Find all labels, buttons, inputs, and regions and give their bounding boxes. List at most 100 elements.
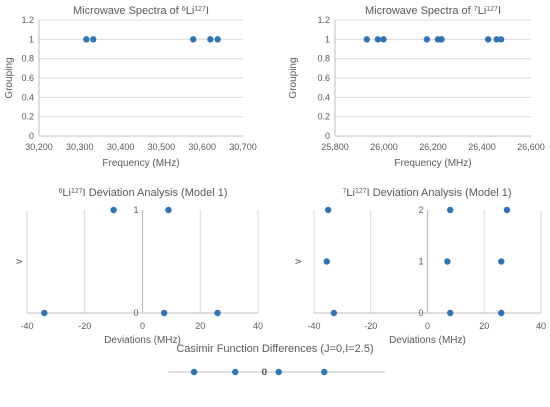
x-tick-label: 20 <box>479 321 489 331</box>
chart-title: Microwave Spectra of 6Li127I <box>73 5 209 17</box>
y-axis-title: v <box>293 259 304 264</box>
x-tick-label: 40 <box>536 321 546 331</box>
x-axis-title: Deviations (MHz) <box>389 335 466 346</box>
y-tick-label: 0 <box>29 131 34 141</box>
data-point <box>165 206 172 214</box>
chart-title: Microwave Spectra of 7Li127I <box>365 5 501 17</box>
data-point <box>423 36 431 43</box>
strip-value-label: 0 <box>262 367 267 377</box>
data-point <box>324 206 332 214</box>
y-tick-label: 1.2 <box>21 15 34 25</box>
x-tick-label: -20 <box>78 321 91 331</box>
y-tick-label: 0.2 <box>317 112 330 122</box>
chart-title-part: I Deviation Analysis (Model 1) <box>367 187 512 199</box>
data-point <box>321 368 328 376</box>
x-tick-label: 30,500 <box>148 142 176 152</box>
chart-title-part: I <box>206 5 209 17</box>
chart-title-part: I Deviation Analysis (Model 1) <box>83 187 228 199</box>
data-point <box>232 368 239 376</box>
y-axis-title: Grouping <box>4 57 15 98</box>
y-tick-label: 0 <box>133 308 138 318</box>
li7-deviation-chart: -40 -20 0 20 40 0 1 2 Deviations (MHz) v 7Li127I D… <box>293 187 546 346</box>
data-point <box>90 36 97 43</box>
y-axis-title: Grouping <box>288 57 299 98</box>
data-point <box>493 36 500 43</box>
data-point <box>498 309 505 317</box>
x-tick-label: -20 <box>364 321 377 331</box>
chart-title-superscript: 127 <box>71 188 83 195</box>
x-tick-label: 0 <box>425 321 430 331</box>
y-tick-label: 0 <box>418 308 423 318</box>
chart-title: 7Li127I Deviation Analysis (Model 1) <box>342 187 511 199</box>
x-axis-title: Frequency (MHz) <box>102 158 179 169</box>
x-tick-label: 26,600 <box>517 142 545 152</box>
data-point <box>110 206 117 214</box>
y-tick-label: 0.8 <box>21 54 34 64</box>
li6-spectra-chart: 30,200 30,300 30,400 30,500 30,600 30,700 0 0.2… <box>4 5 257 169</box>
x-tick-label: -40 <box>307 321 320 331</box>
chart-title-superscript: 127 <box>194 6 206 13</box>
chart-title-part: Microwave Spectra of <box>73 5 182 17</box>
data-point <box>484 36 492 43</box>
chart-title-part: Li <box>346 187 355 199</box>
data-point <box>190 36 197 43</box>
y-tick-label: 0.2 <box>21 112 34 122</box>
data-point <box>275 368 282 376</box>
x-axis-title: Deviations (MHz) <box>104 335 181 346</box>
x-tick-label: 30,700 <box>229 142 257 152</box>
x-axis-title: Frequency (MHz) <box>394 158 471 169</box>
x-tick-label: 26,200 <box>419 142 447 152</box>
data-point <box>380 36 387 43</box>
data-point <box>190 368 198 376</box>
x-tick-label: 20 <box>195 321 205 331</box>
y-tick-label: 1 <box>29 34 34 44</box>
y-tick-label: 0.4 <box>317 92 330 102</box>
chart-title-part: Microwave Spectra of <box>365 5 474 17</box>
data-point <box>363 36 371 43</box>
y-tick-label: 1.2 <box>317 15 330 25</box>
chart-title: 6Li127I Deviation Analysis (Model 1) <box>58 187 227 199</box>
chart-title-superscript: 7 <box>342 188 346 195</box>
y-tick-label: 1 <box>133 205 138 215</box>
data-point <box>447 206 454 214</box>
data-point <box>323 258 330 265</box>
data-point <box>41 309 48 317</box>
y-axis-title: v <box>14 259 25 264</box>
x-tick-label: 30,600 <box>188 142 216 152</box>
data-point <box>438 36 445 43</box>
li6-deviation-chart: -40 -20 0 20 40 0 1 Deviations (MHz) v 6Li127I De… <box>14 187 263 346</box>
data-point <box>447 309 454 317</box>
chart-title-part: Li <box>478 5 487 17</box>
x-tick-label: 26,000 <box>370 142 398 152</box>
x-tick-label: 26,400 <box>468 142 496 152</box>
x-tick-label: 30,400 <box>107 142 135 152</box>
chart-title-superscript: 127 <box>486 6 498 13</box>
x-tick-label: 30,200 <box>25 142 53 152</box>
chart-title-part: Li <box>186 5 195 17</box>
chart-title-part: I <box>498 5 501 17</box>
data-point <box>207 36 214 43</box>
y-tick-label: 2 <box>418 205 423 215</box>
x-tick-label: 40 <box>253 321 263 331</box>
data-point <box>374 36 382 43</box>
chart-title-part: Casimir Function Differences (J=0,I=2.5) <box>176 343 373 355</box>
chart-title-superscript: 6 <box>58 188 62 195</box>
strip-value-label: 0 <box>261 367 266 377</box>
data-point <box>497 36 505 43</box>
x-tick-label: -40 <box>20 321 33 331</box>
y-tick-label: 0.6 <box>21 73 34 83</box>
chart-title-superscript: 7 <box>474 6 478 13</box>
data-point <box>83 36 90 43</box>
y-tick-label: 0 <box>325 131 330 141</box>
data-point <box>503 206 511 214</box>
li7-spectra-chart: 25,800 26,000 26,200 26,400 26,600 0 0.2 0.4 0.6… <box>288 5 545 169</box>
y-tick-label: 0.8 <box>317 54 330 64</box>
data-point <box>214 36 221 43</box>
y-tick-label: 0.6 <box>317 73 330 83</box>
data-point <box>444 258 451 265</box>
chart-title-part: Li <box>62 187 71 199</box>
data-point <box>214 309 221 317</box>
x-tick-label: 30,300 <box>66 142 94 152</box>
